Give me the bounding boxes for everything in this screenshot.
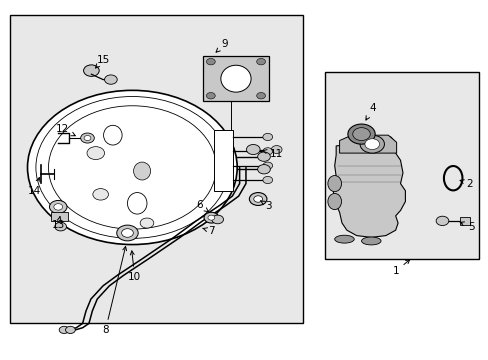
Circle shape (263, 148, 272, 155)
FancyBboxPatch shape (325, 72, 478, 259)
Ellipse shape (361, 237, 380, 245)
Text: 9: 9 (216, 39, 228, 52)
Circle shape (117, 225, 138, 241)
Circle shape (256, 93, 265, 99)
Text: 6: 6 (196, 200, 208, 212)
Text: 11: 11 (263, 149, 282, 159)
Circle shape (49, 201, 67, 213)
Circle shape (271, 145, 282, 153)
Circle shape (263, 176, 272, 184)
Ellipse shape (221, 65, 250, 92)
Circle shape (140, 218, 154, 228)
FancyBboxPatch shape (10, 15, 303, 323)
Circle shape (59, 326, 69, 333)
Circle shape (257, 152, 270, 161)
Text: 5: 5 (459, 222, 473, 231)
Circle shape (263, 162, 272, 169)
Circle shape (435, 216, 448, 226)
Circle shape (249, 193, 266, 206)
Circle shape (54, 204, 62, 210)
Text: 4: 4 (365, 103, 375, 120)
Circle shape (83, 65, 99, 76)
Circle shape (352, 128, 369, 140)
FancyBboxPatch shape (203, 56, 268, 101)
Text: 14: 14 (28, 177, 41, 196)
Circle shape (257, 165, 270, 174)
FancyBboxPatch shape (214, 130, 232, 191)
Circle shape (81, 133, 94, 143)
Circle shape (65, 326, 75, 333)
Circle shape (206, 58, 215, 65)
Ellipse shape (103, 125, 122, 145)
Circle shape (347, 124, 374, 144)
Circle shape (203, 212, 218, 223)
Circle shape (36, 96, 228, 238)
Text: 3: 3 (260, 201, 272, 211)
Circle shape (87, 147, 104, 159)
Polygon shape (339, 135, 396, 153)
Circle shape (211, 215, 223, 224)
Text: 2: 2 (459, 179, 472, 189)
Text: 13: 13 (52, 217, 65, 230)
Circle shape (253, 196, 262, 202)
Polygon shape (332, 137, 405, 237)
Circle shape (256, 58, 265, 65)
Text: 8: 8 (102, 247, 126, 335)
Text: 1: 1 (391, 260, 409, 276)
Circle shape (364, 139, 379, 149)
Ellipse shape (127, 193, 147, 214)
Circle shape (104, 75, 117, 84)
FancyBboxPatch shape (51, 212, 68, 221)
Circle shape (207, 215, 214, 220)
Circle shape (263, 134, 272, 140)
Text: 7: 7 (202, 226, 214, 236)
Circle shape (246, 144, 260, 154)
Circle shape (93, 189, 108, 200)
Ellipse shape (327, 193, 341, 210)
Text: 15: 15 (95, 54, 109, 68)
Circle shape (48, 106, 216, 229)
Circle shape (359, 135, 384, 153)
Circle shape (55, 222, 66, 231)
Ellipse shape (327, 176, 341, 192)
Text: 10: 10 (128, 251, 141, 282)
Circle shape (27, 90, 237, 244)
Circle shape (84, 135, 91, 140)
Circle shape (206, 93, 215, 99)
Ellipse shape (334, 235, 353, 243)
Text: 12: 12 (56, 124, 75, 136)
Circle shape (122, 229, 133, 237)
Ellipse shape (133, 162, 150, 180)
FancyBboxPatch shape (459, 217, 469, 225)
